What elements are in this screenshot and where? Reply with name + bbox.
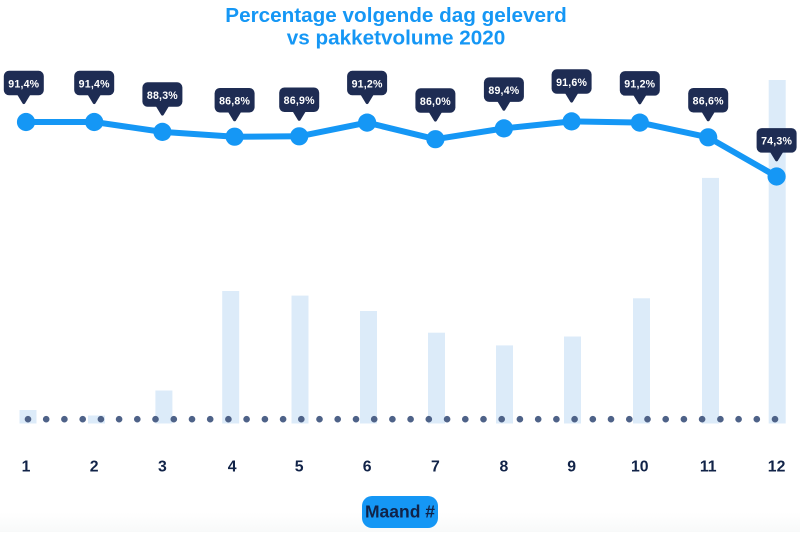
svg-text:2: 2 (90, 459, 99, 476)
svg-text:Maand #: Maand # (365, 502, 435, 522)
svg-text:86,8%: 86,8% (219, 96, 250, 108)
svg-text:86,9%: 86,9% (284, 95, 315, 107)
svg-text:Percentage volgende dag geleve: Percentage volgende dag geleverd (225, 4, 566, 27)
svg-text:vs pakketvolume 2020: vs pakketvolume 2020 (287, 27, 506, 50)
svg-text:3: 3 (158, 459, 167, 476)
svg-text:86,6%: 86,6% (693, 96, 724, 108)
svg-text:74,3%: 74,3% (761, 136, 792, 148)
svg-text:12: 12 (768, 459, 786, 476)
svg-text:91,2%: 91,2% (624, 79, 655, 91)
svg-text:91,2%: 91,2% (352, 78, 383, 90)
svg-text:91,4%: 91,4% (79, 78, 110, 90)
svg-text:9: 9 (567, 459, 576, 476)
svg-text:11: 11 (700, 459, 717, 476)
svg-text:4: 4 (228, 459, 237, 476)
svg-text:1: 1 (22, 459, 31, 476)
svg-text:6: 6 (363, 459, 372, 476)
svg-text:88,3%: 88,3% (147, 90, 178, 102)
svg-text:5: 5 (295, 459, 304, 476)
svg-text:8: 8 (500, 459, 509, 476)
svg-text:86,0%: 86,0% (420, 96, 451, 108)
svg-text:91,6%: 91,6% (556, 77, 587, 89)
svg-text:89,4%: 89,4% (488, 85, 519, 97)
svg-text:91,4%: 91,4% (8, 78, 39, 90)
svg-text:10: 10 (631, 459, 649, 476)
svg-text:7: 7 (431, 459, 440, 476)
